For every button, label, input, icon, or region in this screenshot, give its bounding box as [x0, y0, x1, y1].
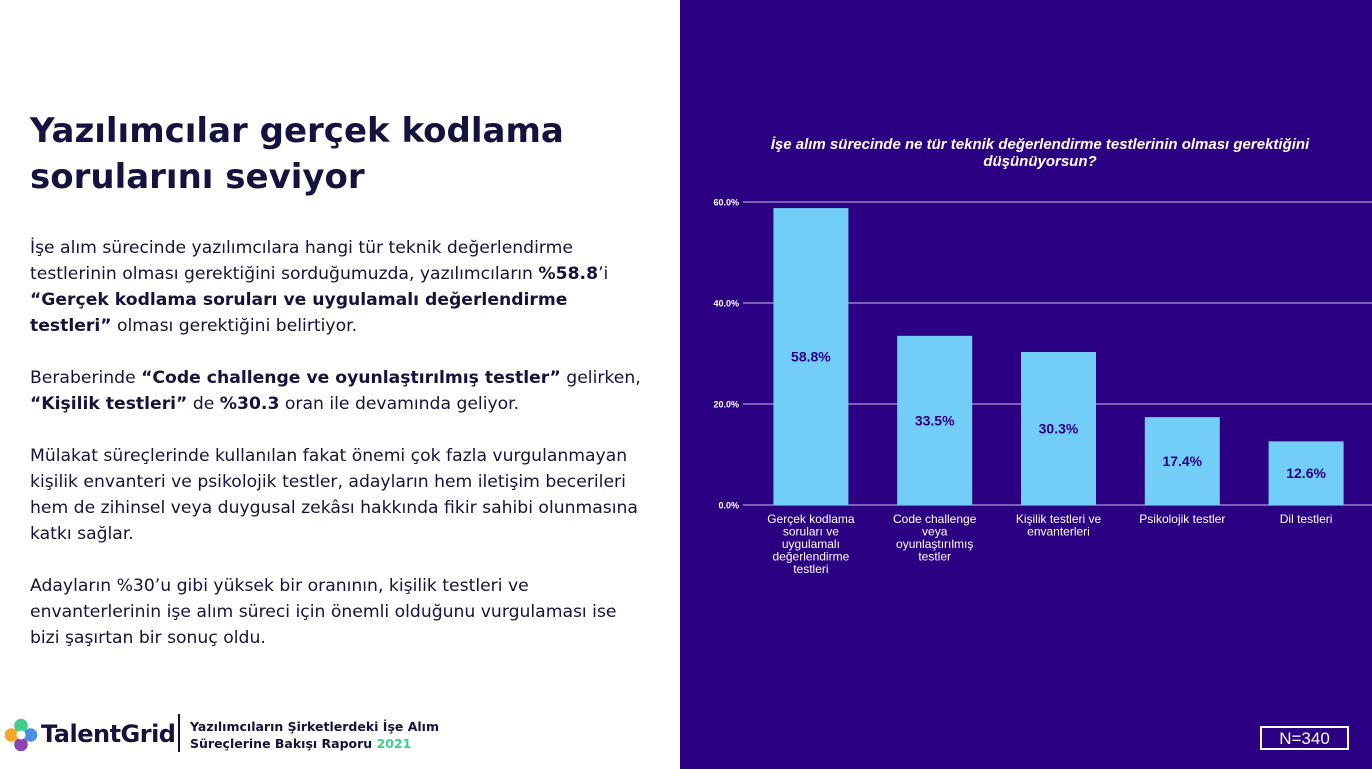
bar: [773, 208, 849, 505]
data-label: 12.6%: [1286, 465, 1326, 481]
x-tick-label: uygulamalı: [782, 537, 840, 551]
x-tick-label: soruları ve: [783, 525, 839, 539]
x-tick-label: oyunlaştırılmış: [896, 537, 973, 551]
paragraph-text: Beraberinde: [30, 368, 142, 388]
x-tick-label: Dil testleri: [1280, 512, 1333, 526]
talentgrid-logo-icon: [4, 718, 38, 752]
paragraph-text: ’i: [598, 264, 609, 284]
x-tick-label: Code challenge: [893, 512, 977, 526]
slide-body: İşe alım sürecinde yazılımcılara hangi t…: [30, 235, 645, 677]
sample-size-badge: N=340: [1260, 726, 1349, 750]
x-tick-label: testleri: [793, 562, 828, 576]
paragraph-text: İşe alım sürecinde yazılımcılara hangi t…: [30, 238, 573, 284]
footer: TalentGrid Yazılımcıların Şirketlerdeki …: [4, 712, 504, 756]
body-paragraph-3: Mülakat süreçlerinde kullanılan fakat ön…: [30, 443, 645, 547]
x-tick-label: Gerçek kodlama: [767, 512, 855, 526]
emphasis-text: “Code challenge ve oyunlaştırılmış testl…: [141, 368, 561, 388]
chart-title: İşe alım sürecinde ne tür teknik değerle…: [770, 136, 1310, 170]
data-label: 30.3%: [1039, 420, 1079, 436]
emphasis-text: “Kişilik testleri”: [30, 394, 188, 414]
y-tick-label: 60.0%: [713, 198, 739, 208]
report-title-line2-text: Süreçlerine Bakışı Raporu: [190, 736, 373, 751]
y-tick-label: 40.0%: [713, 299, 739, 309]
x-tick-label: testler: [918, 550, 951, 564]
bar-chart: 0.0% 20.0% 40.0% 60.0% 58.8% Gerçek kodlamaso…: [713, 198, 1372, 576]
data-label: 33.5%: [915, 412, 955, 428]
body-paragraph-1: İşe alım sürecinde yazılımcılara hangi t…: [30, 235, 645, 339]
paragraph-text: oran ile devamında geliyor.: [279, 394, 520, 414]
x-tick-label: envanterleri: [1027, 525, 1090, 539]
data-label: 58.8%: [791, 349, 831, 365]
brand-name: TalentGrid: [41, 720, 176, 748]
x-tick-label: veya: [922, 525, 948, 539]
bar: [1144, 417, 1220, 505]
report-title-line1: Yazılımcıların Şirketlerdeki İşe Alım: [190, 719, 439, 734]
emphasis-text: %58.8: [538, 264, 599, 284]
paragraph-text: olması gerektiğini belirtiyor.: [111, 316, 358, 336]
footer-divider: [178, 714, 180, 752]
paragraph-text: gelirken,: [560, 368, 641, 388]
y-tick-label: 20.0%: [713, 400, 739, 410]
paragraph-text: Adayların %30’u gibi yüksek bir oranının…: [30, 576, 617, 648]
body-paragraph-2: Beraberinde “Code challenge ve oyunlaştı…: [30, 365, 645, 417]
x-tick-label: Psikolojik testler: [1139, 512, 1225, 526]
text-panel: Yazılımcılar gerçek kodlama sorularını s…: [0, 0, 680, 769]
slide-title: Yazılımcılar gerçek kodlama sorularını s…: [30, 111, 564, 197]
bar: [897, 335, 973, 505]
paragraph-text: de: [187, 394, 220, 414]
data-label: 17.4%: [1162, 453, 1202, 469]
report-year: 2021: [376, 736, 412, 751]
report-title-line2: Süreçlerine Bakışı Raporu 2021: [190, 735, 439, 752]
bar: [1021, 351, 1096, 505]
paragraph-text: Mülakat süreçlerinde kullanılan fakat ön…: [30, 446, 638, 544]
y-tick-label: 0.0%: [718, 501, 739, 511]
x-tick-label: Kişilik testleri ve: [1016, 512, 1102, 526]
emphasis-text: “Gerçek kodlama soruları ve uygulamalı d…: [30, 290, 568, 336]
bar: [1268, 441, 1344, 505]
report-title: Yazılımcıların Şirketlerdeki İşe Alım Sü…: [190, 718, 439, 752]
chart-panel: İşe alım sürecinde ne tür teknik değerle…: [680, 0, 1372, 769]
body-paragraph-4: Adayların %30’u gibi yüksek bir oranının…: [30, 573, 645, 651]
x-tick-label: değerlendirme: [773, 550, 850, 564]
emphasis-text: %30.3: [219, 394, 280, 414]
